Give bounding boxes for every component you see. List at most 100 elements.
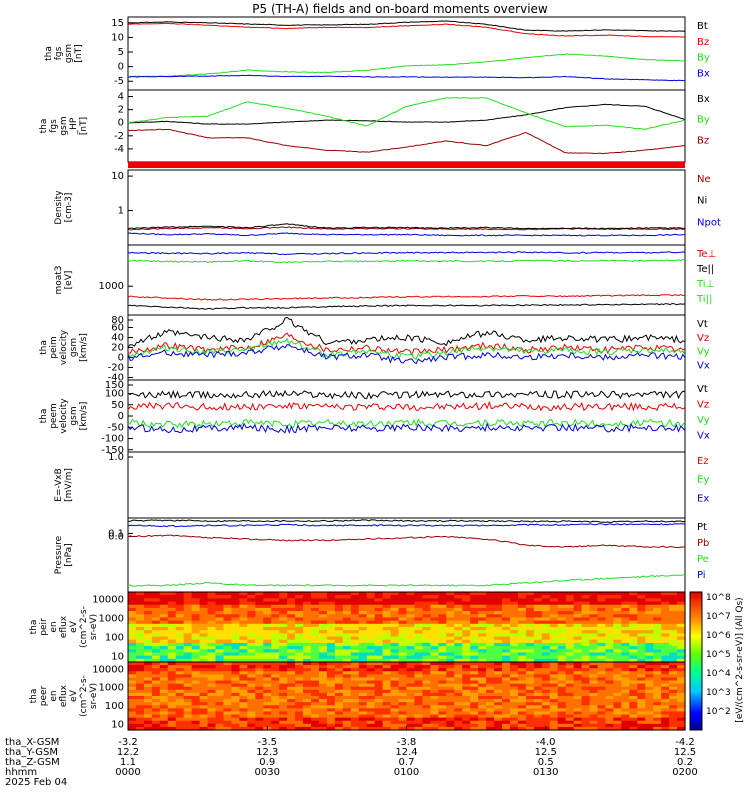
heatmap-cell [199,720,209,725]
heatmap-cell [287,658,296,663]
panel-ylabel: Density [54,190,64,225]
heatmap-cell [581,620,591,625]
heatmap-cell [143,592,153,596]
heatmap-cell [135,652,145,657]
heatmap-cell [151,680,161,685]
heatmap-cell [326,662,336,666]
heatmap-cell [374,642,384,647]
heatmap-cell [669,683,678,688]
heatmap-cell [374,692,384,697]
heatmap-cell [135,598,145,603]
y-tick-label: 1.0 [108,452,124,463]
heatmap-cell [311,614,320,619]
heatmap-cell [303,683,312,688]
heatmap-cell [422,689,431,694]
heatmap-cell [135,705,145,709]
heatmap-cell [478,627,487,631]
heatmap-cell [279,689,288,694]
heatmap-cell [462,652,471,657]
panel-ylabel: peer [39,685,49,706]
heatmap-cell [311,689,320,694]
heatmap-cell [151,630,161,634]
heatmap-cell [637,665,646,669]
heatmap-cell [374,711,384,716]
heatmap-cell [589,696,599,700]
heatmap-cell [581,705,591,709]
series-line-Bx [127,103,686,125]
heatmap-cell [215,642,225,647]
heatmap-cell [613,633,622,638]
heatmap-cell [342,617,352,622]
heatmap-cell [271,598,280,603]
heatmap-cell [398,639,408,644]
heatmap-cell [239,671,248,675]
heatmap-cell [143,726,153,731]
heatmap-cell [541,658,551,663]
heatmap-cell [342,662,352,666]
heatmap-cell [486,723,495,728]
heatmap-cell [311,723,320,728]
heatmap-cell [350,723,360,728]
heatmap-cell [669,630,678,634]
heatmap-cell [215,677,225,682]
heatmap-cell [621,649,630,654]
y-tick-label: 0 [118,353,124,364]
heatmap-cell [525,639,535,644]
heatmap-cell [295,614,304,619]
heatmap-cell [565,592,575,596]
heatmap-cell [159,642,169,647]
heatmap-cell [494,598,503,603]
heatmap-cell [478,708,487,713]
heatmap-cell [669,720,678,725]
heatmap-cell [239,620,248,625]
heatmap-cell [215,639,225,644]
heatmap-cell [287,677,296,682]
heatmap-cell [541,633,551,638]
heatmap-cell [517,595,527,599]
heatmap-cell [223,696,233,700]
heatmap-cell [159,617,169,622]
heatmap-cell [446,680,455,685]
heatmap-cell [279,607,288,612]
heatmap-cell [350,689,360,694]
heatmap-cell [517,674,527,679]
heatmap-cell [517,711,527,716]
heatmap-cell [494,683,503,688]
heatmap-cell [326,680,336,685]
heatmap-cell [239,611,248,615]
heatmap-cell [143,642,153,647]
heatmap-cell [645,598,654,603]
heatmap-cell [557,598,567,603]
heatmap-cell [311,699,320,703]
heatmap-cell [613,652,622,657]
panel-ylabel: eflux [59,684,69,707]
heatmap-cell [565,705,575,709]
heatmap-cell [366,649,376,654]
heatmap-cell [231,649,240,654]
heatmap-cell [239,617,248,622]
heatmap-cell [279,611,288,615]
heatmap-cell [374,601,384,606]
heatmap-cell [613,723,622,728]
heatmap-cell [669,611,678,615]
heatmap-cell [231,627,240,631]
heatmap-cell [454,674,463,679]
heatmap-cell [557,607,567,612]
heatmap-cell [605,726,614,731]
legend-label: Ne [697,174,711,185]
heatmap-cell [549,686,559,691]
heatmap-cell [486,662,495,666]
heatmap-cell [581,642,591,647]
heatmap-cell [366,702,376,706]
heatmap-cell [223,623,233,628]
heatmap-cell [167,658,177,663]
heatmap-cell [669,680,678,685]
heatmap-cell [231,598,240,603]
heatmap-cell [326,674,336,679]
heatmap-cell [517,668,527,672]
heatmap-cell [677,665,686,669]
heatmap-cell [414,627,424,631]
heatmap-cell [470,714,479,719]
heatmap-cell [446,708,455,713]
heatmap-cell [334,702,344,706]
